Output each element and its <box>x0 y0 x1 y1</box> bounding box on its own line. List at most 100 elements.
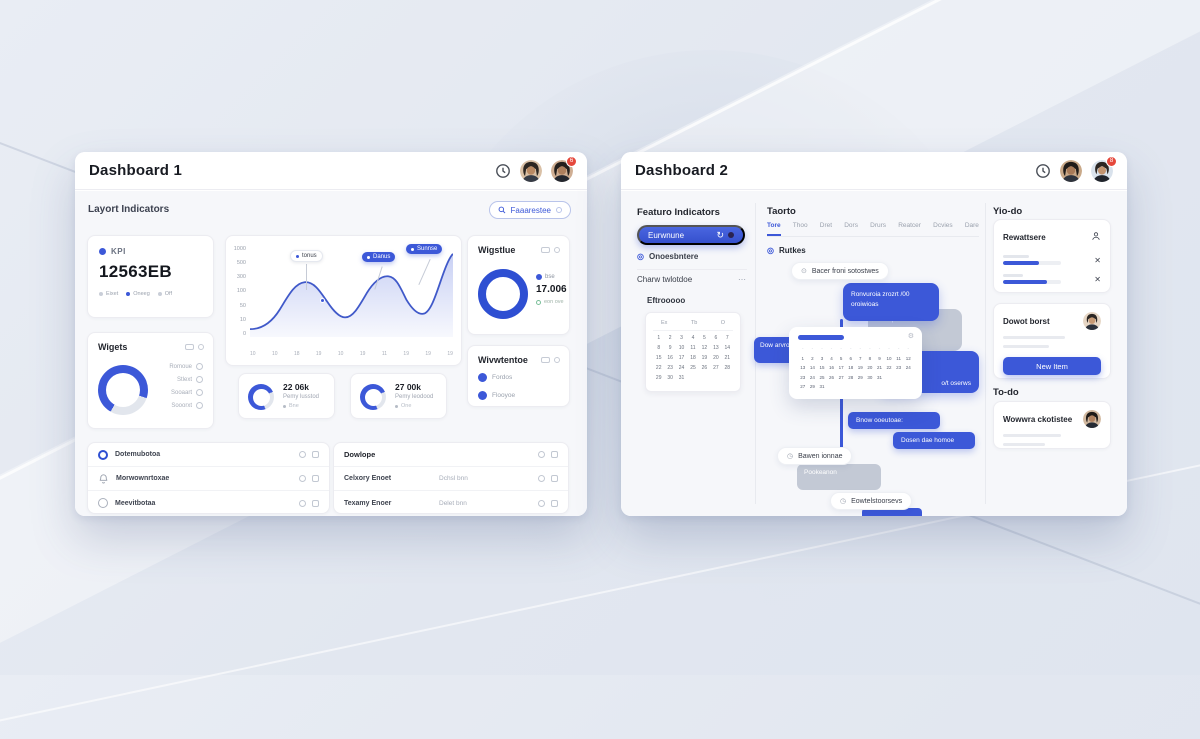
square-icon[interactable] <box>312 475 319 482</box>
timeline-chip[interactable]: ◷ Bawen ionnae <box>777 447 853 465</box>
radio-icon[interactable] <box>196 376 203 383</box>
calendar-day[interactable]: 26 <box>829 374 835 380</box>
calendar-day[interactable]: 3 <box>680 335 683 341</box>
timeline-chip[interactable]: ◷ Eowtelstoorsevs <box>830 492 913 510</box>
calendar-day[interactable]: 24 <box>809 374 815 380</box>
bar-icon[interactable] <box>541 357 550 363</box>
calendar-day[interactable]: 6 <box>849 355 852 361</box>
tab-item[interactable]: Drurs <box>870 222 887 229</box>
gear-icon[interactable]: ⚙ <box>907 333 914 340</box>
square-icon[interactable] <box>312 451 319 458</box>
calendar-day[interactable]: 29 <box>857 374 863 380</box>
clock-icon[interactable] <box>495 163 511 179</box>
more-icon[interactable]: ⋯ <box>738 275 747 284</box>
calendar-day[interactable]: 11 <box>896 355 901 361</box>
calendar-day[interactable]: 3 <box>820 355 824 361</box>
tab-item[interactable]: Reatcer <box>898 222 921 229</box>
calendar-day[interactable]: 5 <box>839 355 843 361</box>
calendar-day[interactable]: 15 <box>819 365 825 370</box>
person-icon[interactable] <box>1091 231 1101 241</box>
calendar-day[interactable]: 12 <box>701 345 708 351</box>
radio-icon[interactable] <box>196 363 203 370</box>
menu-subitem[interactable]: Eftrooooo <box>647 296 757 305</box>
primary-action-button[interactable]: Eurwnune ↻ <box>637 225 745 245</box>
timeline-pill[interactable]: Bnow ooeutoae: <box>848 412 940 429</box>
radio-icon[interactable] <box>196 389 203 396</box>
close-icon[interactable]: ✕ <box>1094 255 1101 265</box>
calendar-day[interactable]: 17 <box>678 355 685 361</box>
calendar-day[interactable]: 28 <box>848 374 854 380</box>
list-item[interactable]: Dotemubotoa <box>88 443 329 467</box>
calendar-day[interactable]: 29 <box>809 384 815 389</box>
tab-item[interactable]: Dare <box>964 222 979 229</box>
calendar-day[interactable]: 31 <box>678 375 685 381</box>
calendar-day[interactable]: 1 <box>801 355 805 361</box>
radio-icon[interactable] <box>538 499 545 507</box>
avatar[interactable] <box>520 159 542 182</box>
tab-item[interactable]: Dret <box>819 222 833 229</box>
calendar-day[interactable]: 18 <box>848 365 854 370</box>
calendar-day[interactable]: 4 <box>691 335 695 341</box>
calendar-day[interactable]: 30 <box>867 374 873 380</box>
calendar-day[interactable]: 22 <box>655 365 662 371</box>
avatar[interactable] <box>1083 312 1101 330</box>
circle-icon[interactable] <box>554 247 560 253</box>
calendar-day[interactable]: 10 <box>886 355 892 361</box>
bar-icon[interactable] <box>185 344 194 350</box>
calendar-day[interactable]: 18 <box>690 355 696 361</box>
calendar-day[interactable]: 12 <box>905 355 911 361</box>
list-item[interactable]: Texamy Enoer Delet bnn <box>334 491 568 515</box>
calendar-day[interactable]: 25 <box>690 365 696 371</box>
calendar-day[interactable]: 8 <box>868 355 872 361</box>
radio-icon[interactable] <box>196 402 203 409</box>
avatar[interactable]: 8 <box>1091 155 1117 182</box>
calendar-day[interactable]: 23 <box>896 365 902 370</box>
square-icon[interactable] <box>551 499 558 507</box>
calendar-popup[interactable]: ⚙ ------------ 1 2 3 4 5 6 7 8 9 10 11 12 13 14 15 16 1… <box>789 327 922 399</box>
timeline-pill[interactable]: Dosen dae homoe <box>893 432 975 449</box>
calendar-day[interactable]: 14 <box>809 365 815 370</box>
clock-icon[interactable] <box>1035 163 1051 179</box>
calendar-day[interactable]: 13 <box>800 365 806 370</box>
square-icon[interactable] <box>551 475 558 482</box>
avatar[interactable] <box>1060 159 1082 182</box>
bar-icon[interactable] <box>541 247 550 253</box>
calendar-day[interactable]: 7 <box>859 355 862 361</box>
radio-icon[interactable] <box>299 499 306 507</box>
list-item[interactable]: Meevitbotaa <box>88 491 329 515</box>
tab-item[interactable]: Dors <box>844 222 858 229</box>
timeline-event-card[interactable]: Ronvuroia zrozrt /00 oroiwioas <box>843 283 939 321</box>
calendar-day[interactable]: 27 <box>713 365 719 371</box>
calendar-day[interactable]: 7 <box>725 335 729 341</box>
calendar-day[interactable]: 21 <box>876 365 882 370</box>
radio-icon[interactable] <box>538 475 545 482</box>
calendar-day[interactable]: 26 <box>701 365 708 371</box>
circle-icon[interactable] <box>554 357 560 363</box>
timeline-ghost-card[interactable]: Pookeanon <box>797 464 881 490</box>
calendar-day[interactable]: 10 <box>678 345 685 351</box>
tab-item[interactable]: Tore <box>767 222 781 236</box>
square-icon[interactable] <box>312 499 319 507</box>
calendar-day[interactable]: 23 <box>800 374 806 380</box>
menu-item[interactable]: Charw twlotdoe ⋯ <box>637 275 747 284</box>
calendar-day[interactable]: 1 <box>657 335 661 341</box>
avatar[interactable]: 6 <box>551 155 577 182</box>
calendar-day[interactable]: 4 <box>830 355 833 361</box>
calendar-day[interactable]: 2 <box>668 335 672 341</box>
calendar-day[interactable]: 11 <box>690 345 696 351</box>
list-item[interactable]: Celxory Enoet Dchsl bnn <box>334 467 568 491</box>
new-item-button[interactable]: New Item <box>1003 357 1101 375</box>
calendar-day[interactable]: 16 <box>829 365 835 370</box>
calendar-day[interactable]: 25 <box>819 374 825 380</box>
calendar-day[interactable]: 30 <box>667 375 673 381</box>
calendar-day[interactable]: 31 <box>819 384 825 389</box>
calendar-day[interactable]: 31 <box>876 374 882 380</box>
calendar-day[interactable]: 15 <box>655 355 662 361</box>
circle-icon[interactable] <box>198 344 204 350</box>
close-icon[interactable]: ✕ <box>1094 274 1101 284</box>
calendar-day[interactable]: 19 <box>701 355 708 361</box>
calendar-day[interactable]: 27 <box>800 384 806 389</box>
calendar-day[interactable]: 27 <box>838 374 844 380</box>
calendar-day[interactable]: 21 <box>724 355 731 361</box>
